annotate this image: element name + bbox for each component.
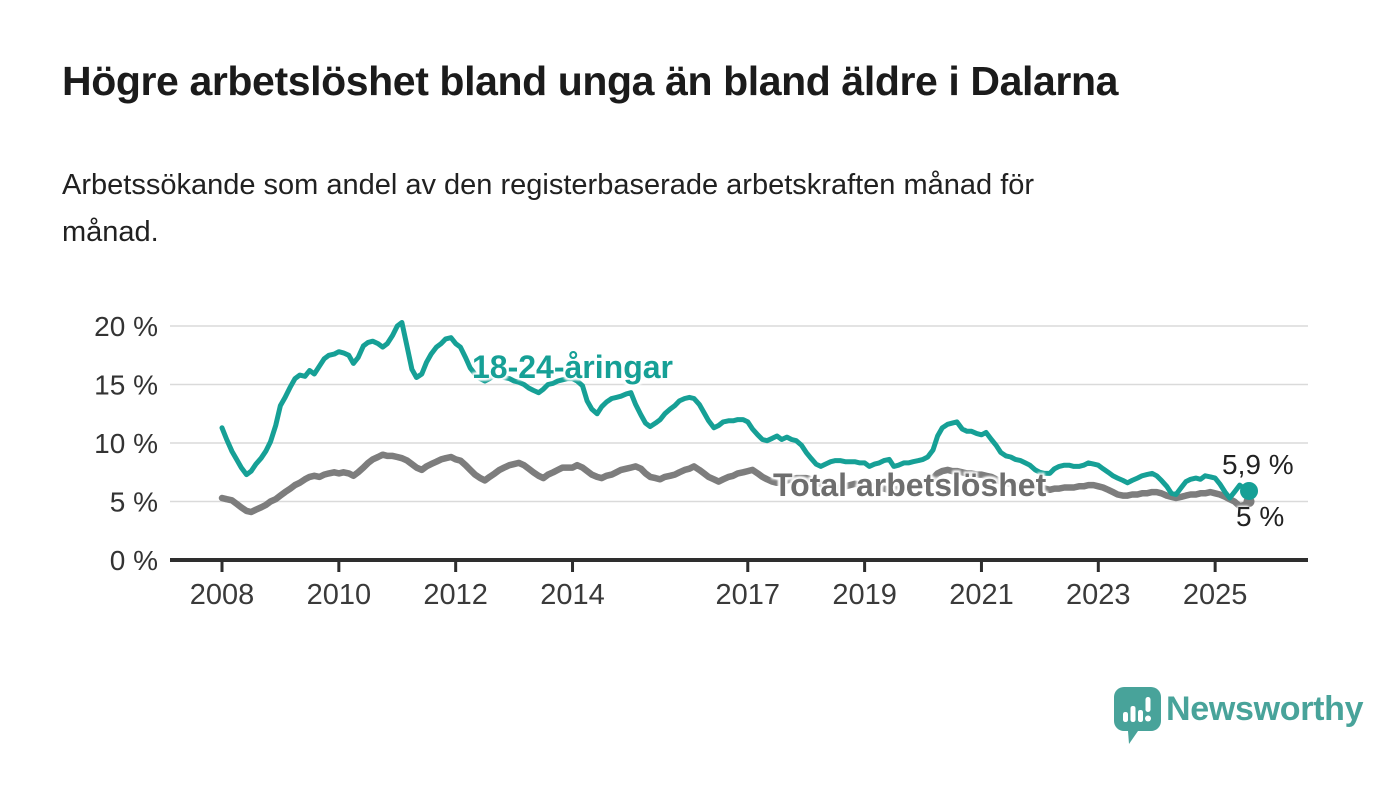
series-label-total: Total arbetslöshet <box>773 467 1047 503</box>
series-line-young <box>219 320 1252 501</box>
end-value-label-young: 5,9 % <box>1222 449 1294 480</box>
x-tick-label: 2021 <box>949 579 1014 611</box>
series-line-total <box>218 451 1253 516</box>
x-tick-label: 2025 <box>1183 579 1248 611</box>
speech-bubble-shape <box>1114 687 1161 744</box>
y-tick-label: 15 % <box>94 370 158 401</box>
brand-footer: Newsworthy <box>1112 686 1364 746</box>
x-tick-label: 2019 <box>832 579 897 611</box>
y-tick-label: 10 % <box>94 428 158 459</box>
bar-3 <box>1138 710 1143 722</box>
newsworthy-logo-icon <box>1114 687 1161 744</box>
chart-title: Högre arbetslöshet bland unga än bland ä… <box>62 58 1119 104</box>
x-tick-label: 2008 <box>190 579 255 611</box>
y-tick-label: 5 % <box>110 487 158 518</box>
end-value-label-total: 5 % <box>1236 501 1285 532</box>
y-tick-label: 0 % <box>110 545 158 576</box>
brand-name: Newsworthy <box>1166 690 1364 728</box>
x-tick-label: 2023 <box>1066 579 1131 611</box>
x-tick-label: 2014 <box>540 579 605 611</box>
x-tick-label: 2017 <box>716 579 781 611</box>
bar-2 <box>1130 706 1136 722</box>
x-tick-label: 2012 <box>423 579 488 611</box>
end-dot-young <box>1240 481 1259 500</box>
exclamation-dot <box>1145 715 1151 722</box>
y-tick-label: 20 % <box>94 311 158 342</box>
x-tick-label: 2010 <box>307 579 372 611</box>
exclamation-bar <box>1145 697 1151 712</box>
chart-subtitle-line2: månad. <box>62 216 159 248</box>
bar-1 <box>1123 712 1128 722</box>
series-label-young: 18-24-åringar <box>472 349 673 385</box>
chart-subtitle: Arbetssökande som andel av den registerb… <box>62 162 1302 256</box>
chart-subtitle-line1: Arbetssökande som andel av den registerb… <box>62 169 1035 201</box>
